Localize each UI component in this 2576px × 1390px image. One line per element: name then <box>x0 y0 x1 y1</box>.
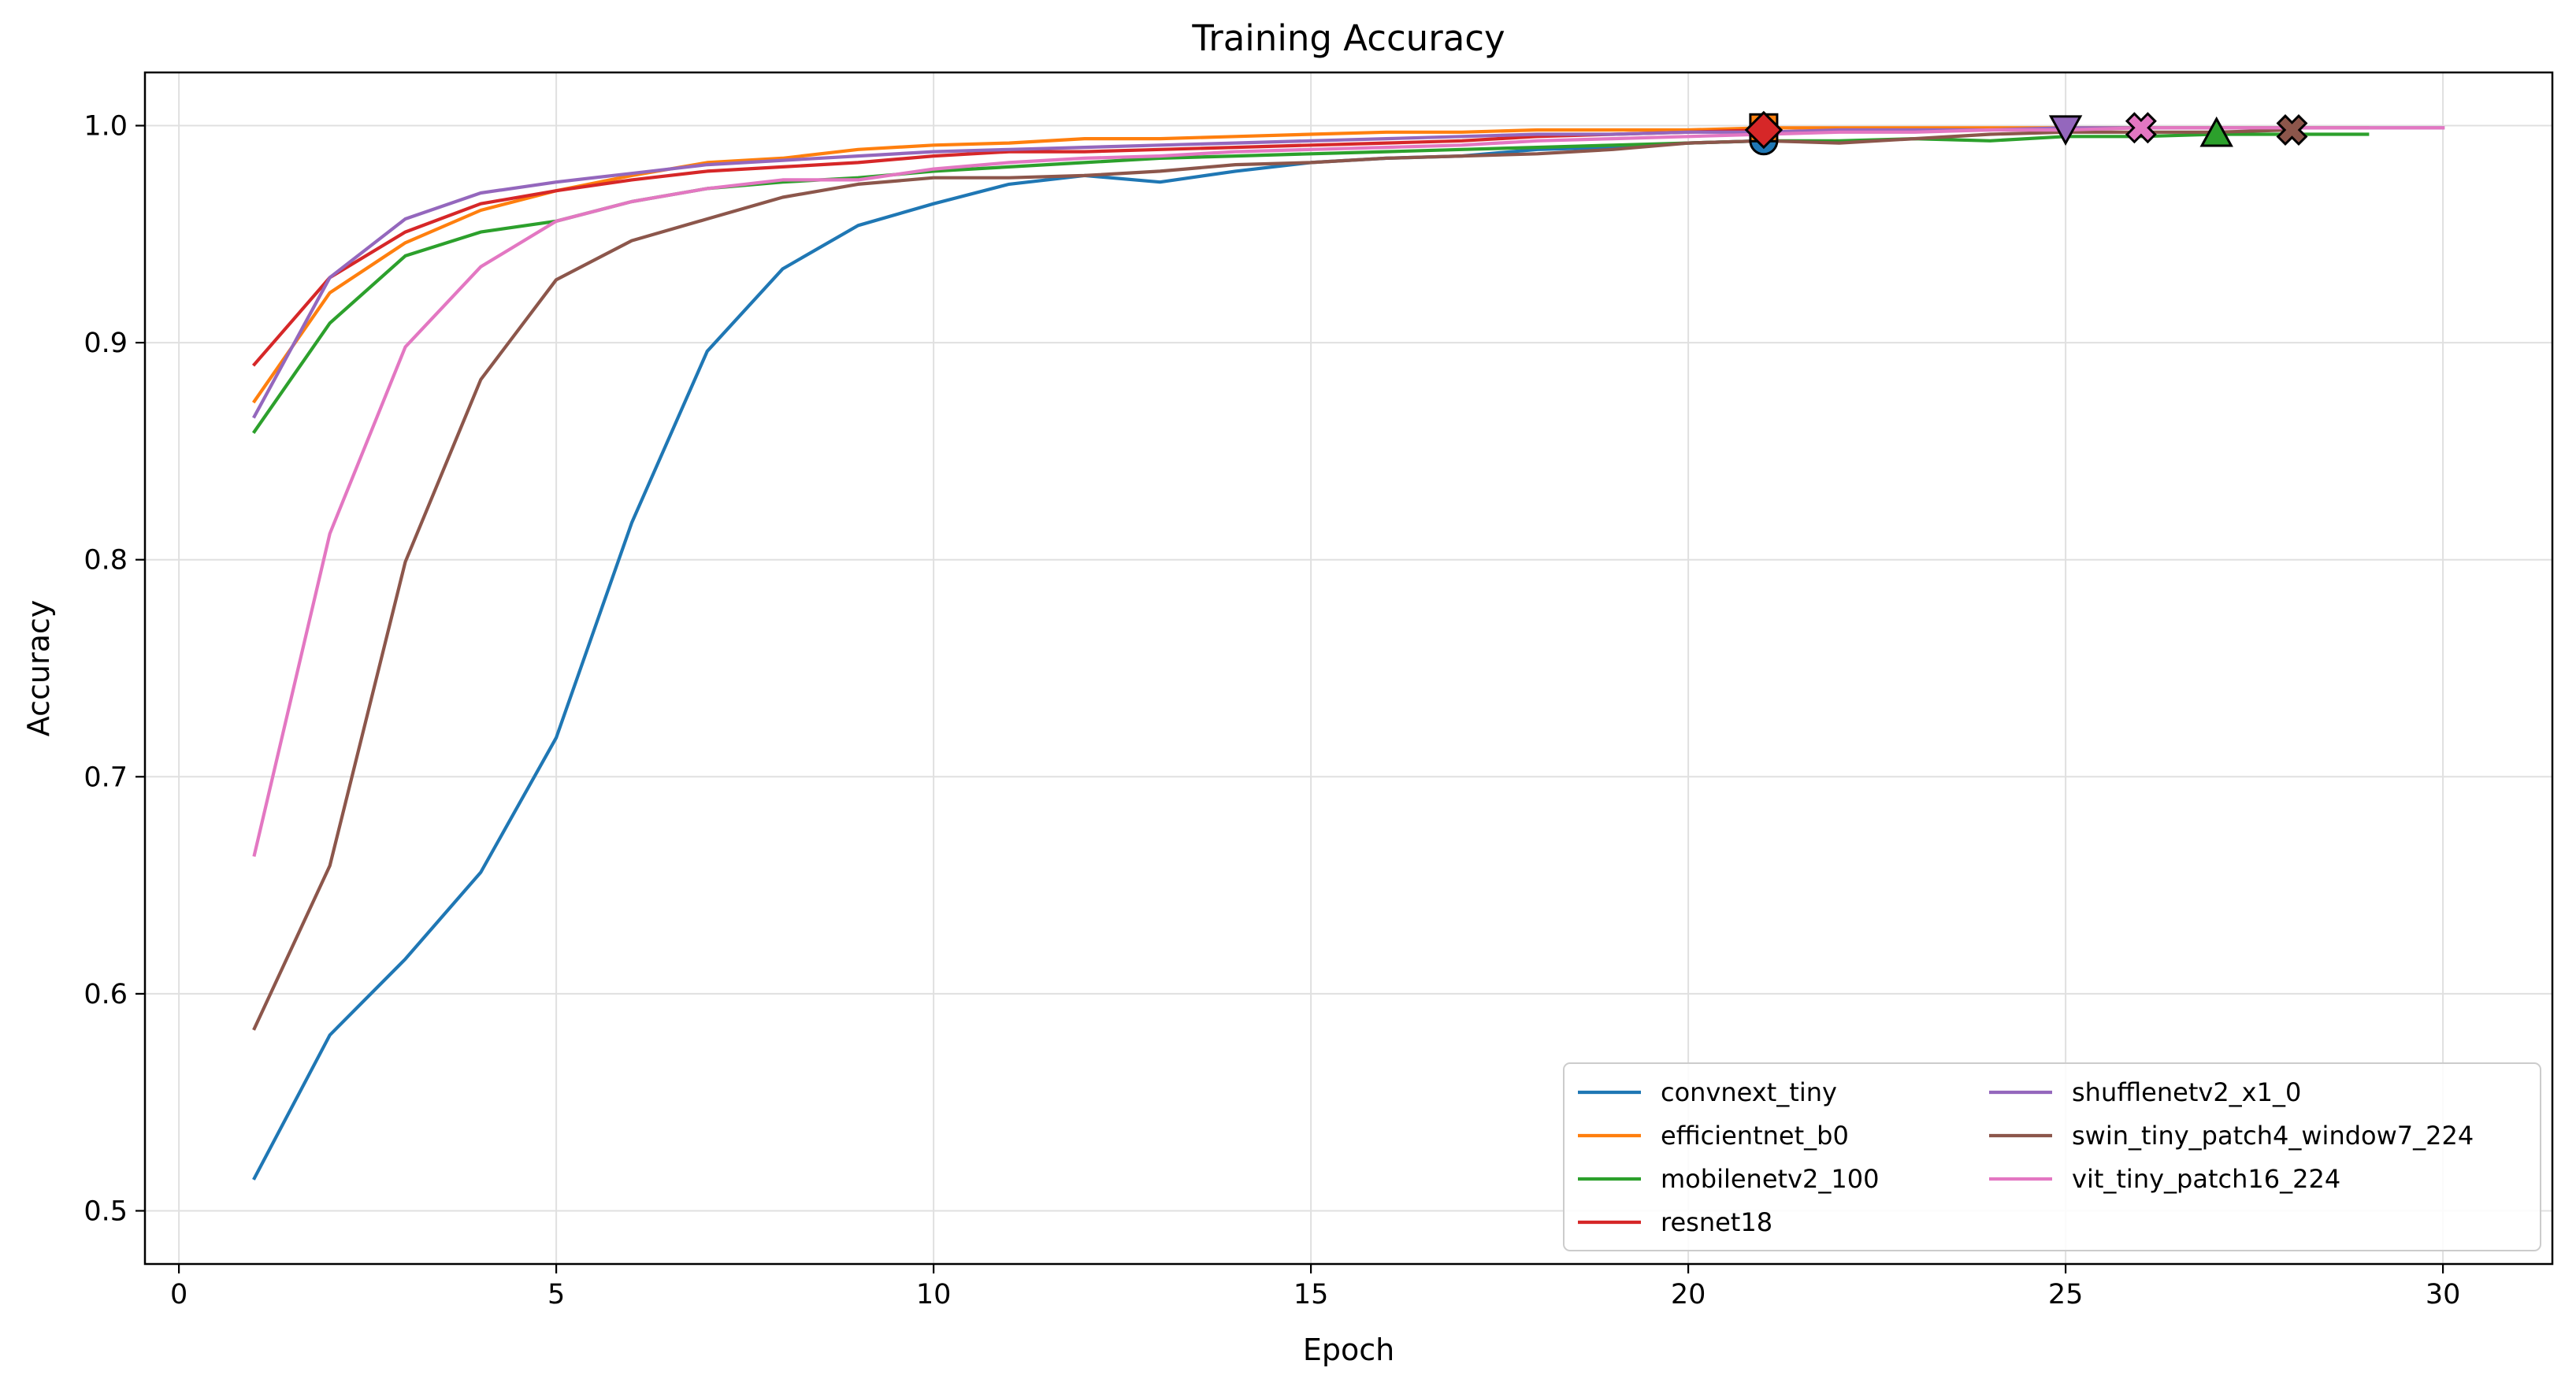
x-tick-label: 0 <box>170 1279 187 1310</box>
legend: convnext_tiny efficientnet_b0 mobilenetv2_… <box>1563 1062 2541 1251</box>
legend-label-convnext_tiny: convnext_tiny <box>1661 1077 1837 1107</box>
y-tick-label: 0.8 <box>84 545 128 576</box>
series-line-vit_tiny_patch16_224 <box>252 126 2445 858</box>
plot-area-frame <box>143 71 2554 1266</box>
y-tick-label: 0.5 <box>84 1195 128 1227</box>
x-tick-label: 30 <box>2426 1279 2461 1310</box>
x-tick-label: 25 <box>2048 1279 2084 1310</box>
best-epoch-marker <box>1744 110 1784 150</box>
legend-label-shufflenetv2_x1_0: shufflenetv2_x1_0 <box>2072 1077 2301 1107</box>
legend-label-efficientnet_b0: efficientnet_b0 <box>1661 1121 1849 1151</box>
best-epoch-marker <box>2125 112 2157 144</box>
best-epoch-markers <box>1744 110 2308 156</box>
series-line-convnext_tiny <box>252 139 1766 1181</box>
y-tick-label: 0.7 <box>84 762 128 793</box>
y-tick-label: 0.6 <box>84 979 128 1010</box>
x-axis-label: Epoch <box>1303 1333 1394 1367</box>
series-lines <box>251 126 2445 1181</box>
legend-label-mobilenetv2_100: mobilenetv2_100 <box>1661 1164 1879 1194</box>
x-tick-label: 10 <box>916 1279 952 1310</box>
legend-label-swin_tiny_patch4_window7_224: swin_tiny_patch4_window7_224 <box>2072 1121 2474 1151</box>
axis-ticks: 0 5 10 15 20 25 30 0.5 0.6 0.7 0.8 0.9 1.0 <box>84 111 2460 1310</box>
y-tick-label: 1.0 <box>84 111 128 143</box>
grid-lines <box>145 72 2552 1264</box>
best-epoch-marker <box>2199 116 2233 147</box>
chart-title: Training Accuracy <box>1191 17 1505 59</box>
series-line-swin_tiny_patch4_window7_224 <box>252 128 2294 1031</box>
series-line-resnet18 <box>251 128 1766 367</box>
best-epoch-marker <box>2276 114 2308 146</box>
x-tick-label: 5 <box>547 1279 565 1310</box>
y-axis-label: Accuracy <box>21 600 56 737</box>
x-tick-label: 15 <box>1294 1279 1329 1310</box>
best-epoch-marker <box>2048 115 2083 146</box>
legend-label-vit_tiny_patch16_224: vit_tiny_patch16_224 <box>2072 1164 2340 1194</box>
series-line-shufflenetv2_x1_0 <box>252 126 2445 419</box>
legend-label-resnet18: resnet18 <box>1661 1207 1772 1237</box>
y-tick-label: 0.9 <box>84 328 128 359</box>
x-tick-label: 20 <box>1671 1279 1706 1310</box>
legend-frame <box>1563 1062 2541 1251</box>
